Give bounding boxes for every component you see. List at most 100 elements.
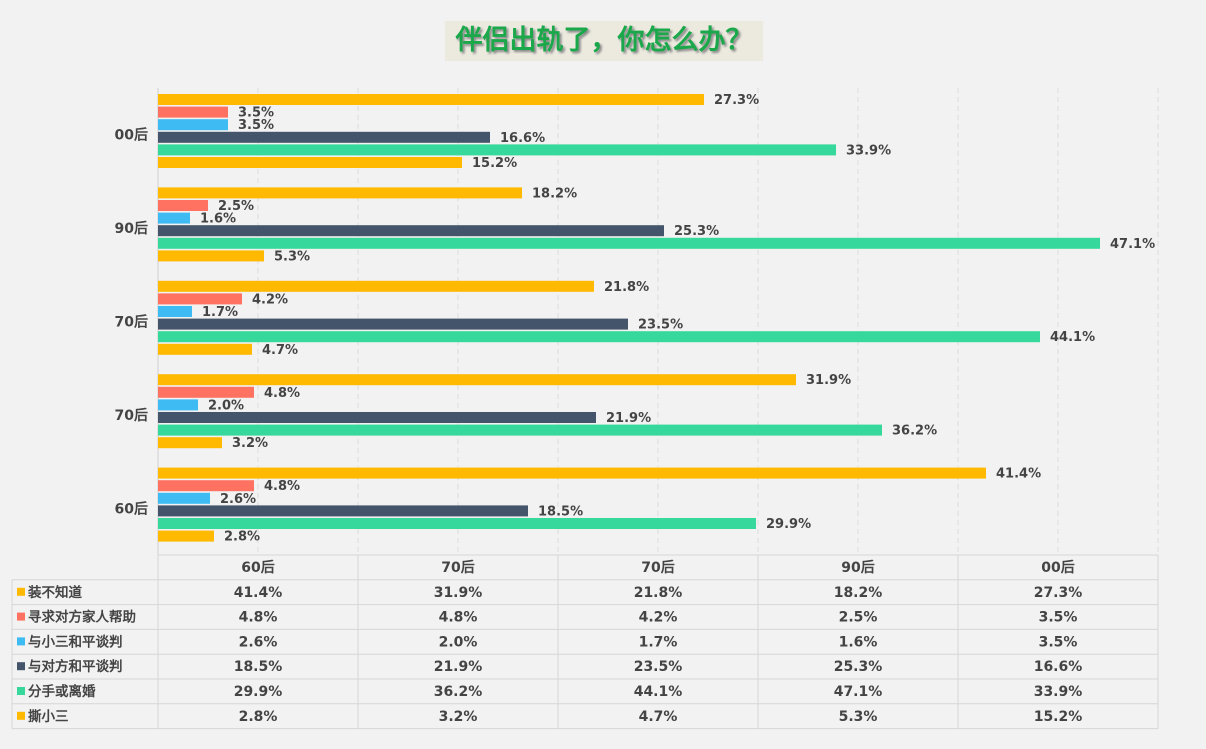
table-cell: 18.5% (234, 659, 283, 675)
category-label: 90后 (115, 220, 148, 237)
legend-label: 寻求对方家人帮助 (28, 609, 136, 626)
legend-label: 撕小三 (28, 708, 69, 725)
bar (158, 480, 254, 492)
bar (158, 212, 190, 224)
bar (158, 306, 192, 317)
data-label: 36.2% (892, 424, 937, 439)
data-label: 33.9% (846, 143, 891, 158)
table-cell: 4.7% (639, 709, 678, 725)
data-label: 1.6% (200, 212, 236, 227)
data-label: 2.6% (220, 492, 256, 507)
table-cell: 47.1% (834, 684, 883, 700)
data-label: 4.8% (264, 386, 300, 401)
bar (158, 106, 228, 118)
legend-label: 与小三和平谈判 (28, 633, 123, 650)
table-cell: 21.9% (434, 659, 483, 675)
data-label: 4.7% (262, 343, 298, 358)
bar (158, 505, 528, 517)
table-cell: 25.3% (834, 659, 883, 675)
data-label: 18.2% (532, 186, 577, 201)
table-header: 70后 (641, 559, 674, 576)
bar (158, 119, 228, 131)
table-cell: 5.3% (839, 709, 878, 725)
table-cell: 4.2% (639, 610, 678, 626)
bar (158, 492, 210, 504)
table-cell: 29.9% (234, 684, 283, 700)
data-label: 5.3% (274, 249, 310, 264)
table-header: 90后 (841, 559, 874, 576)
legend-swatch (17, 687, 25, 695)
bar (158, 399, 198, 411)
category-label: 70后 (115, 314, 148, 331)
bar (158, 144, 836, 156)
table-cell: 2.0% (439, 634, 478, 650)
chart-title: 伴侣出轨了，你怎么办？ (445, 21, 763, 61)
table-cell: 41.4% (234, 585, 283, 601)
data-label: 31.9% (806, 373, 851, 388)
category-label: 00后 (115, 127, 148, 144)
table-cell: 3.5% (1039, 634, 1078, 650)
bar (158, 225, 664, 237)
table-cell: 2.5% (839, 610, 878, 626)
data-label: 18.5% (538, 504, 583, 519)
data-label: 41.4% (996, 467, 1041, 482)
bar (158, 94, 704, 105)
data-label: 3.5% (238, 118, 274, 133)
bar (158, 424, 882, 436)
table-cell: 18.2% (834, 585, 883, 601)
data-label: 27.3% (714, 93, 759, 108)
data-label: 2.0% (208, 398, 244, 413)
bar (158, 467, 986, 479)
table-cell: 16.6% (1034, 659, 1083, 675)
bar (158, 237, 1100, 249)
table-cell: 21.8% (634, 585, 683, 601)
bar (158, 200, 208, 211)
data-label: 21.8% (604, 280, 649, 295)
bar (158, 331, 1040, 343)
bar (158, 318, 628, 330)
category-label: 60后 (115, 500, 148, 517)
table-cell: 1.7% (639, 634, 678, 650)
legend-swatch (17, 637, 25, 646)
data-label: 4.8% (264, 479, 300, 494)
table-cell: 15.2% (1034, 709, 1083, 725)
bar (158, 386, 254, 398)
table-cell: 23.5% (634, 659, 683, 675)
table-cell: 33.9% (1034, 684, 1083, 700)
legend-swatch (17, 711, 25, 720)
bar (158, 250, 264, 262)
bar (158, 131, 490, 143)
table-cell: 36.2% (434, 684, 483, 700)
table-cell: 44.1% (634, 684, 683, 700)
legend-swatch (17, 587, 25, 596)
legend-swatch (17, 612, 25, 621)
data-label: 44.1% (1050, 330, 1095, 345)
data-label: 29.9% (766, 517, 811, 532)
data-label: 25.3% (674, 224, 719, 239)
bar (158, 518, 756, 529)
data-label: 15.2% (472, 156, 517, 171)
bar (158, 343, 252, 355)
table-header: 70后 (441, 559, 474, 576)
legend-label: 分手或离婚 (28, 683, 96, 700)
bar (158, 157, 462, 168)
bar (158, 187, 522, 199)
table-header: 60后 (241, 559, 274, 576)
data-label: 3.5% (238, 106, 274, 121)
bar (158, 437, 222, 449)
data-label: 2.8% (224, 530, 260, 545)
legend-label: 与对方和平谈判 (28, 658, 123, 675)
data-label: 23.5% (638, 318, 683, 333)
data-label: 3.2% (232, 436, 268, 451)
table-cell: 27.3% (1034, 585, 1083, 601)
table-cell: 2.8% (239, 709, 278, 725)
data-label: 4.2% (252, 292, 288, 307)
table-cell: 1.6% (839, 634, 878, 650)
category-label: 70后 (115, 407, 148, 424)
table-header: 00后 (1041, 559, 1074, 576)
data-label: 16.6% (500, 131, 545, 146)
table-cell: 31.9% (434, 585, 483, 601)
data-label: 2.5% (218, 199, 254, 214)
